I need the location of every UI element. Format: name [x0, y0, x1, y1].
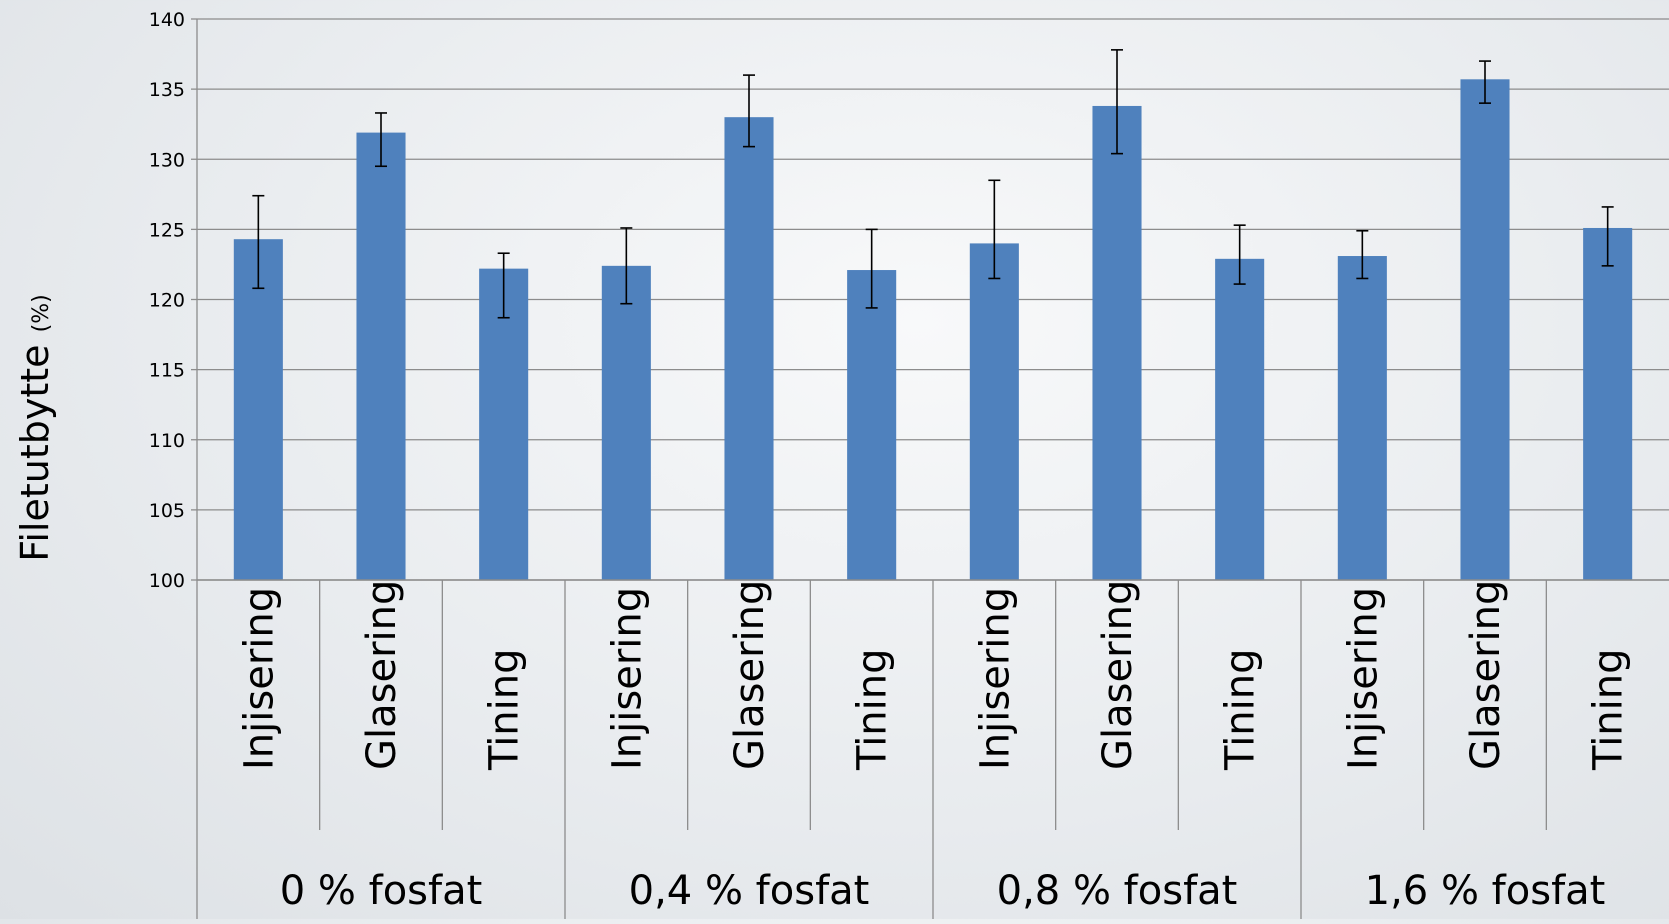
y-tick-label: 125 — [149, 219, 185, 241]
axes — [191, 18, 1669, 919]
category-label: Tining — [1586, 648, 1632, 771]
bars — [233, 79, 1633, 581]
bar — [969, 243, 1019, 580]
y-tick-label: 115 — [149, 360, 185, 382]
y-axis-label: Filetutbytte (%) — [13, 294, 57, 561]
category-label: Injisering — [972, 587, 1018, 770]
bar — [479, 268, 529, 580]
group-label: 0,4 % fosfat — [629, 868, 870, 914]
y-tick-label: 120 — [149, 290, 185, 312]
category-label: Injisering — [604, 587, 650, 770]
group-label: 1,6 % fosfat — [1365, 868, 1606, 914]
bar — [1583, 227, 1633, 580]
bar — [601, 265, 651, 580]
bar — [847, 270, 897, 580]
category-label: Tining — [850, 648, 896, 771]
category-label: Glasering — [359, 580, 405, 770]
labels: 100 105 110 115 120 125 130 135 140 Injisering Gla… — [149, 9, 1632, 914]
group-label: 0,8 % fosfat — [997, 868, 1238, 914]
category-label: Glasering — [1463, 580, 1509, 770]
error-bars — [252, 49, 1614, 319]
bar — [356, 132, 406, 581]
category-label: Glasering — [727, 580, 773, 770]
gridlines — [197, 18, 1669, 581]
category-label: Injisering — [236, 587, 282, 770]
bar — [1460, 79, 1510, 581]
bar — [233, 239, 283, 580]
category-label: Tining — [482, 648, 528, 771]
y-tick-label: 135 — [149, 79, 185, 101]
y-tick-label: 110 — [149, 430, 185, 452]
bar — [724, 117, 774, 581]
group-label: 0 % fosfat — [280, 868, 483, 914]
category-label: Glasering — [1095, 580, 1141, 770]
bar — [1215, 258, 1265, 580]
y-tick-label: 140 — [149, 9, 185, 31]
category-label: Tining — [1218, 648, 1264, 771]
category-label: Injisering — [1340, 587, 1386, 770]
bar — [1092, 105, 1142, 580]
y-tick-label: 130 — [149, 149, 185, 171]
y-tick-label: 105 — [149, 500, 185, 522]
y-tick-label: 100 — [149, 570, 185, 592]
bar — [1337, 256, 1387, 580]
